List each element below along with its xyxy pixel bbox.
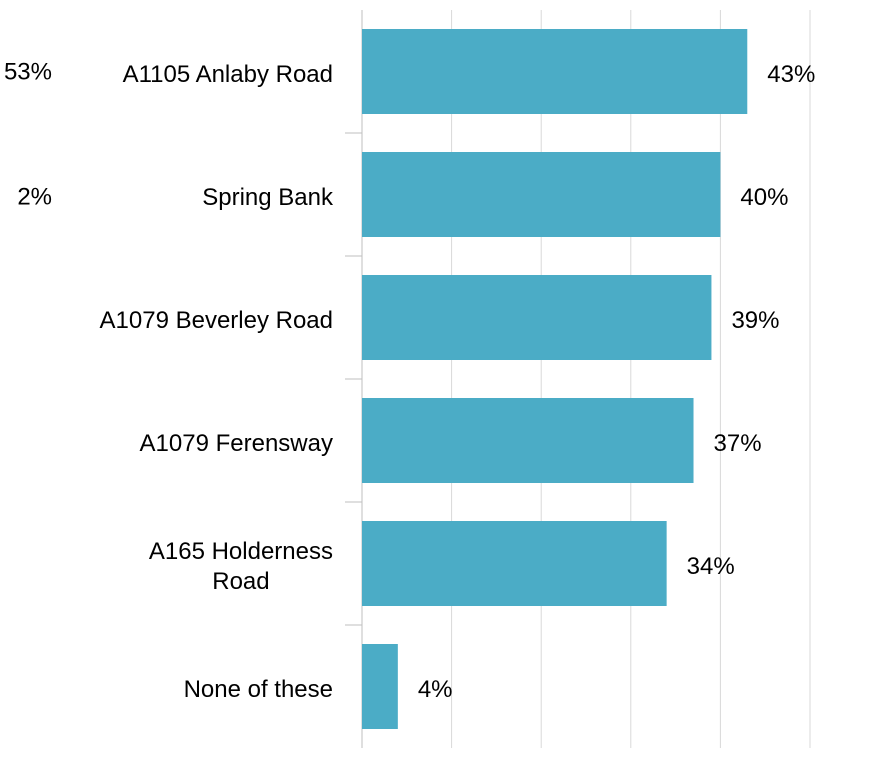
value-label: 43% bbox=[767, 61, 815, 88]
value-label: 37% bbox=[714, 430, 762, 457]
y-tick-label: A165 Holderness Road bbox=[148, 537, 333, 595]
y-tick-label: None of these bbox=[183, 675, 333, 703]
clipped-annotation: 2% bbox=[17, 183, 52, 210]
value-label: 40% bbox=[740, 184, 788, 211]
bar bbox=[362, 644, 398, 729]
bar bbox=[362, 275, 712, 360]
bar bbox=[362, 398, 694, 483]
y-tick-label: A1079 Ferensway bbox=[139, 429, 333, 457]
y-tick-label: A1105 Anlaby Road bbox=[122, 60, 333, 88]
bar bbox=[362, 521, 667, 606]
bar bbox=[362, 29, 748, 114]
value-label: 4% bbox=[418, 676, 453, 703]
value-label: 39% bbox=[731, 307, 779, 334]
y-tick-label: Spring Bank bbox=[202, 183, 333, 211]
bar bbox=[362, 152, 721, 237]
y-tick-label: A1079 Beverley Road bbox=[99, 306, 333, 334]
clipped-annotation: 53% bbox=[4, 58, 52, 85]
value-label: 34% bbox=[687, 553, 735, 580]
